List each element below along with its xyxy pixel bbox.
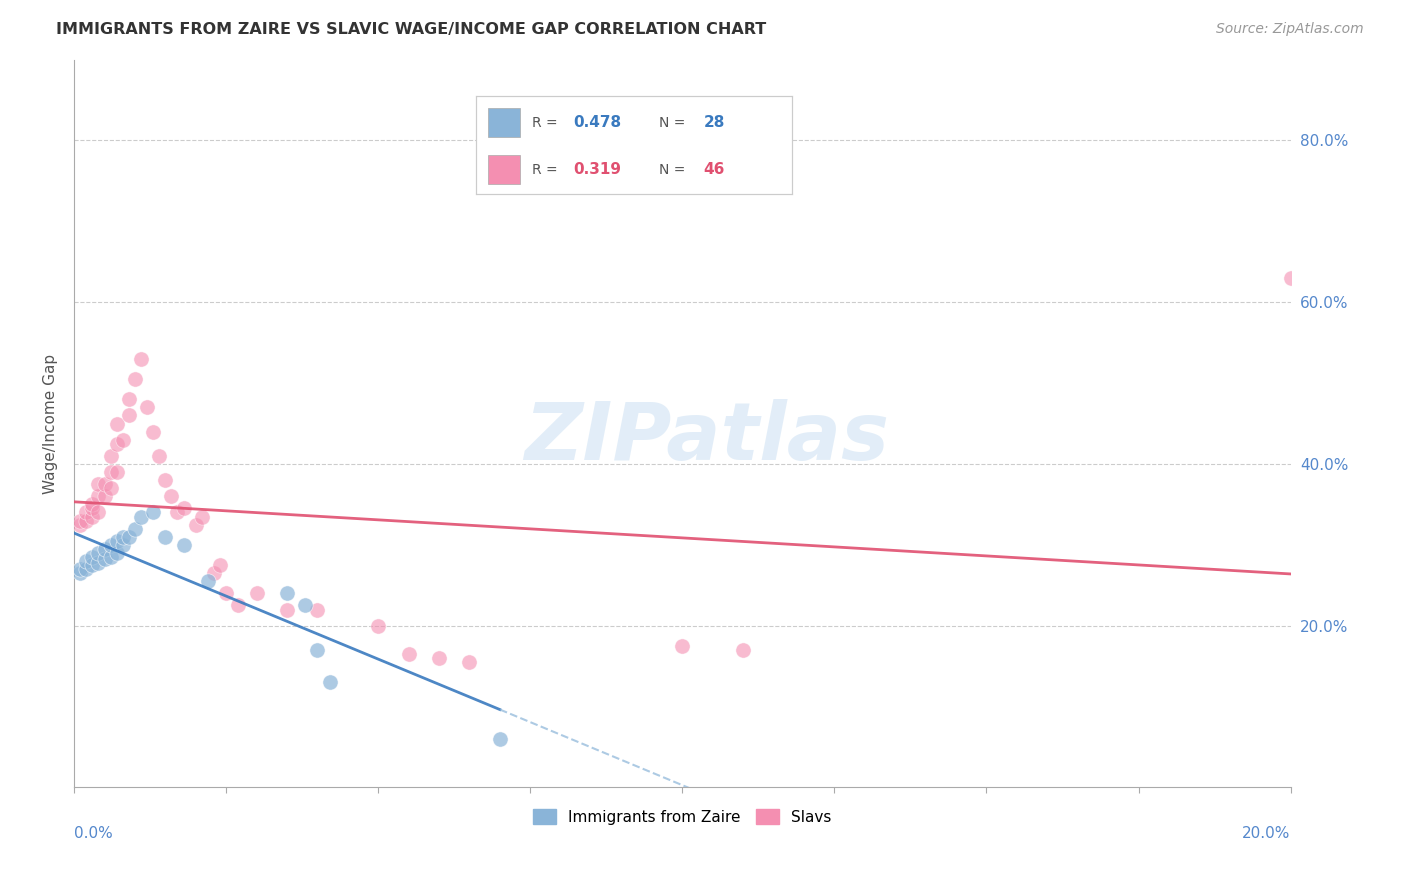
Point: [93, 477, 115, 491]
Point: [75, 506, 97, 520]
Point: [100, 549, 122, 564]
Point: [105, 546, 128, 560]
Point: [398, 647, 420, 661]
Point: [93, 489, 115, 503]
Point: [105, 465, 128, 479]
Point: [294, 599, 316, 613]
Point: [111, 530, 134, 544]
Point: [160, 489, 183, 503]
Point: [318, 675, 340, 690]
Point: [489, 731, 512, 746]
Point: [245, 586, 267, 600]
Point: [142, 425, 165, 439]
Point: [118, 392, 141, 407]
Point: [124, 372, 146, 386]
Text: ZIPatlas: ZIPatlas: [524, 399, 889, 477]
Point: [87, 546, 110, 560]
Point: [82, 509, 104, 524]
Point: [155, 530, 177, 544]
Point: [307, 602, 329, 616]
Point: [307, 643, 329, 657]
Point: [100, 481, 122, 495]
Point: [173, 538, 195, 552]
Point: [458, 655, 481, 669]
Point: [75, 514, 97, 528]
Point: [228, 599, 250, 613]
Point: [166, 506, 188, 520]
Point: [105, 436, 128, 450]
Point: [142, 506, 165, 520]
Point: [100, 449, 122, 463]
Point: [118, 409, 141, 423]
Point: [75, 562, 97, 576]
Point: [82, 497, 104, 511]
Point: [100, 538, 122, 552]
Point: [671, 639, 693, 653]
Point: [184, 517, 207, 532]
Point: [69, 562, 91, 576]
Point: [69, 517, 91, 532]
Point: [87, 477, 110, 491]
Point: [129, 509, 152, 524]
Point: [276, 586, 298, 600]
Point: [87, 506, 110, 520]
Point: [82, 501, 104, 516]
Text: 0.0%: 0.0%: [75, 826, 112, 841]
Point: [136, 401, 159, 415]
Point: [111, 433, 134, 447]
Point: [215, 586, 238, 600]
Point: [733, 643, 755, 657]
Point: [1279, 271, 1302, 285]
Point: [69, 514, 91, 528]
Text: IMMIGRANTS FROM ZAIRE VS SLAVIC WAGE/INCOME GAP CORRELATION CHART: IMMIGRANTS FROM ZAIRE VS SLAVIC WAGE/INC…: [56, 22, 766, 37]
Point: [93, 552, 115, 566]
Point: [173, 501, 195, 516]
Point: [367, 618, 389, 632]
Point: [129, 351, 152, 366]
Point: [82, 549, 104, 564]
Point: [197, 574, 219, 589]
Point: [118, 530, 141, 544]
Point: [111, 538, 134, 552]
Point: [209, 558, 232, 572]
Point: [191, 509, 214, 524]
Point: [427, 651, 450, 665]
Point: [69, 566, 91, 581]
Point: [82, 558, 104, 572]
Point: [124, 522, 146, 536]
Point: [105, 417, 128, 431]
Point: [155, 473, 177, 487]
Point: [87, 556, 110, 570]
Point: [75, 554, 97, 568]
Point: [276, 602, 298, 616]
Point: [202, 566, 225, 581]
Y-axis label: Wage/Income Gap: Wage/Income Gap: [44, 353, 58, 493]
Point: [100, 465, 122, 479]
Legend: Immigrants from Zaire, Slavs: Immigrants from Zaire, Slavs: [527, 803, 838, 830]
Text: Source: ZipAtlas.com: Source: ZipAtlas.com: [1216, 22, 1364, 37]
Point: [93, 541, 115, 556]
Point: [87, 489, 110, 503]
Text: 20.0%: 20.0%: [1243, 826, 1291, 841]
Point: [148, 449, 170, 463]
Point: [105, 533, 128, 548]
